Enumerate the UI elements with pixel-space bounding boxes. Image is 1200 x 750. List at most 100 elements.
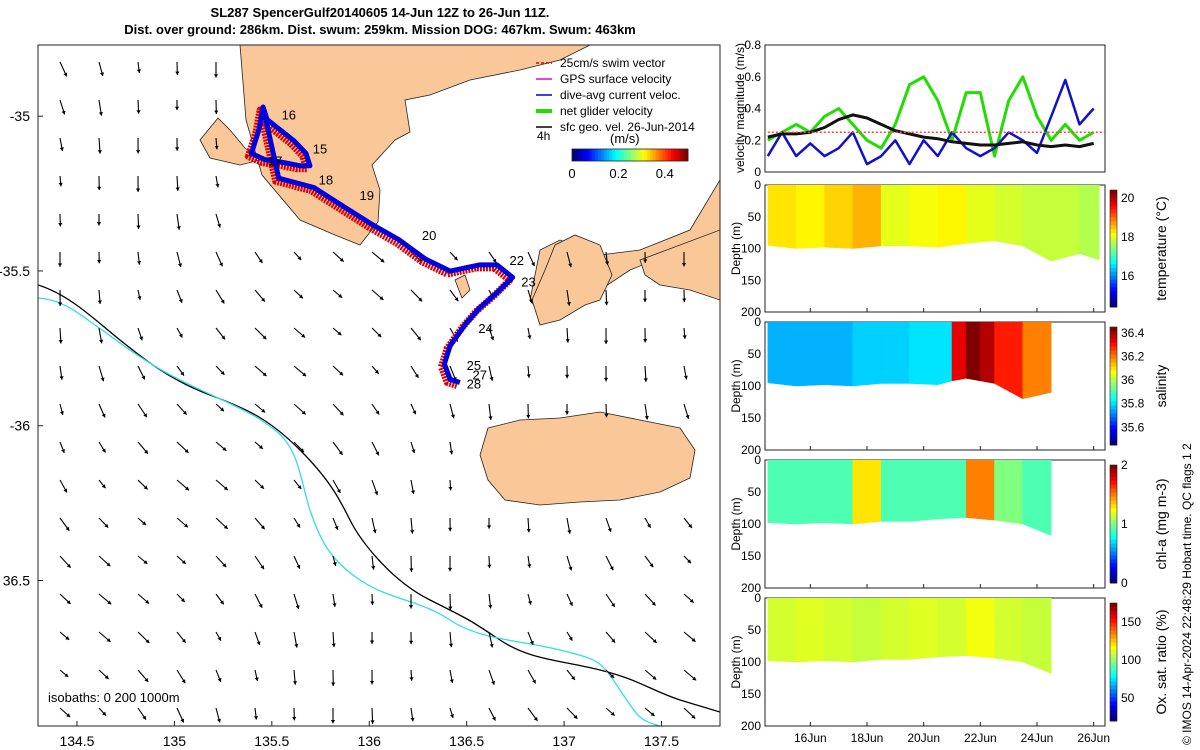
day-label: 16 <box>282 107 296 122</box>
geo-arrow-head <box>101 413 106 418</box>
geo-arrow-head <box>58 340 63 344</box>
temperature-y-tick: 150 <box>741 273 761 287</box>
geo-arrow-head <box>185 486 190 491</box>
geo-arrow-head <box>375 410 380 415</box>
geo-arrow-head <box>97 259 102 264</box>
oxygen-colorbar-segment <box>1110 646 1117 651</box>
geo-arrow-head <box>143 560 148 564</box>
oxygen-colorbar-segment <box>1110 650 1117 655</box>
geo-arrow-head <box>180 598 185 602</box>
oxygen-colorbar-segment <box>1110 701 1117 706</box>
chla-colorbar-segment <box>1110 476 1117 482</box>
geo-arrow-head <box>101 484 106 489</box>
geostrophic-arrows <box>57 61 697 724</box>
map-colorbar-segment <box>615 149 619 161</box>
geo-arrow-head <box>411 449 416 454</box>
geo-arrow-head <box>533 716 538 721</box>
oxygen-colorbar-segment <box>1110 614 1117 620</box>
chla-y-tick: 50 <box>748 485 762 499</box>
geo-arrow-head <box>135 188 141 192</box>
geo-arrow-head <box>526 414 531 419</box>
geo-arrow-head <box>258 445 263 449</box>
oxygen-colorbar-segment <box>1110 662 1117 667</box>
temperature-colorbar-segment <box>1110 268 1117 273</box>
salinity-colorbar-segment <box>1110 441 1117 446</box>
oxygen-colorbar-segment <box>1110 697 1117 702</box>
oxygen-colorbar-segment <box>1110 705 1117 710</box>
map-colorbar-segment <box>664 149 668 161</box>
map-colorbar-segment <box>641 149 645 161</box>
chla-section-cell <box>937 460 967 520</box>
geo-arrow-head <box>262 335 267 340</box>
geo-arrow-head <box>370 720 375 724</box>
velocity-series-line <box>766 78 1095 166</box>
chla-section-cell <box>909 460 939 522</box>
chla-colorbar-segment <box>1110 551 1117 556</box>
geo-arrow-head <box>297 256 302 260</box>
geo-arrow-head <box>262 372 267 377</box>
oxygen-colorbar-segment <box>1110 669 1117 675</box>
temperature-colorbar-segment <box>1110 275 1117 281</box>
geo-arrow-head <box>649 563 654 568</box>
geo-arrow-head <box>412 410 417 415</box>
geo-arrow-head <box>488 416 493 420</box>
map-colorbar <box>571 148 689 162</box>
chla-colorbar-segment <box>1110 535 1117 541</box>
chla-colorbar-segment <box>1110 512 1117 517</box>
velocity-series-line <box>767 75 1095 158</box>
track-blue-dive-avg <box>248 104 516 385</box>
geo-arrow-head <box>292 681 298 685</box>
geo-arrow-head <box>143 413 147 418</box>
temperature-y-tick: 0 <box>754 178 761 192</box>
geo-arrow-head <box>58 302 63 306</box>
chla-colorbar-segment <box>1110 472 1117 478</box>
geo-arrow-head <box>261 408 266 413</box>
map-colorbar-segment <box>606 149 610 161</box>
temperature-colorbar-segment <box>1110 256 1117 261</box>
geo-arrow-head <box>177 263 182 268</box>
salinity-colorbar-segment <box>1110 366 1117 371</box>
oxygen-panel: 0 50 100 150 200 Depth (m) 50 100 150 Ox. sat. ra… <box>729 591 1169 745</box>
oxygen-section-cell <box>1022 598 1052 674</box>
temperature-section-cell <box>1079 185 1100 261</box>
legend-entry: GPS surface velocity <box>560 72 671 86</box>
temperature-section-cell <box>965 185 995 244</box>
imos-credit: © IMOS 14-Apr-2024 22:48:29 Hobart time.… <box>1180 443 1194 745</box>
geo-arrow-head <box>689 598 694 603</box>
geo-arrow-head <box>106 638 111 642</box>
oxygen-colorbar-segment <box>1110 634 1117 639</box>
day-label: 27 <box>473 367 487 382</box>
oxygen-y-tick: 50 <box>748 623 762 637</box>
date-tick-label: 16Jun <box>794 731 827 745</box>
map-colorbar-segment <box>673 149 677 161</box>
salinity-colorbar-segment <box>1110 433 1117 438</box>
velocity-y-tick: 0 <box>754 165 761 179</box>
salinity-colorbar-segment <box>1110 362 1117 367</box>
chla-colorbar-segment <box>1110 488 1117 494</box>
geo-arrow-head <box>223 486 228 491</box>
geo-arrow-head <box>610 674 615 678</box>
oxygen-colorbar-segment <box>1110 689 1117 694</box>
velocity-series-line <box>767 113 1095 149</box>
map-x-tick-label: 136.5 <box>449 733 484 749</box>
legend-entry: 25cm/s swim vector <box>560 56 665 70</box>
map-colorbar-segment <box>574 149 579 161</box>
geo-arrow-head <box>331 682 336 686</box>
geo-arrow-head <box>214 145 219 150</box>
geo-arrow-head <box>59 411 64 415</box>
geo-arrow-head <box>220 600 224 605</box>
geo-arrow-head <box>571 675 575 680</box>
geo-arrow-head <box>490 336 495 341</box>
geo-arrow-head <box>486 525 492 529</box>
geo-arrow-head <box>215 183 220 188</box>
geo-arrow-head <box>682 298 687 303</box>
oxygen-section-cell <box>909 598 939 660</box>
geo-arrow-head <box>604 413 609 418</box>
oxygen-section-cell <box>767 598 797 663</box>
geo-arrow-head <box>410 490 415 494</box>
geo-arrow-head <box>409 568 414 572</box>
map-x-tick-label: 135 <box>163 733 187 749</box>
velocity-y-tick: 0.4 <box>744 102 761 116</box>
